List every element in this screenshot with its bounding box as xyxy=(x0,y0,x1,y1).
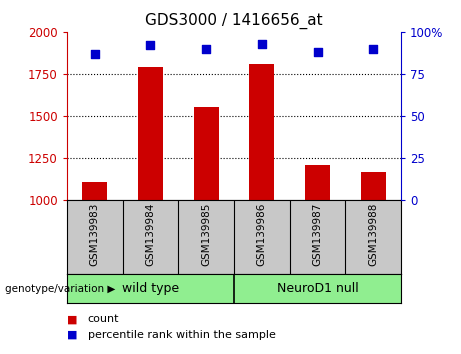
Text: GSM139984: GSM139984 xyxy=(145,203,155,266)
Text: NeuroD1 null: NeuroD1 null xyxy=(277,282,358,295)
Text: GSM139983: GSM139983 xyxy=(90,203,100,266)
Point xyxy=(314,49,321,55)
Text: wild type: wild type xyxy=(122,282,179,295)
Text: ■: ■ xyxy=(67,330,77,340)
Text: genotype/variation ▶: genotype/variation ▶ xyxy=(5,284,115,293)
Bar xyxy=(138,67,163,200)
Title: GDS3000 / 1416656_at: GDS3000 / 1416656_at xyxy=(145,13,323,29)
Text: ■: ■ xyxy=(67,314,77,325)
Point xyxy=(91,51,98,57)
Text: GSM139985: GSM139985 xyxy=(201,203,211,266)
Text: percentile rank within the sample: percentile rank within the sample xyxy=(88,330,276,340)
Bar xyxy=(361,172,386,200)
Point xyxy=(147,42,154,48)
Bar xyxy=(194,107,219,200)
Point xyxy=(370,46,377,51)
Point xyxy=(258,41,266,46)
Bar xyxy=(249,64,274,200)
Point xyxy=(202,46,210,51)
Text: count: count xyxy=(88,314,119,325)
Text: GSM139988: GSM139988 xyxy=(368,203,378,266)
Text: GSM139987: GSM139987 xyxy=(313,203,323,266)
Text: GSM139986: GSM139986 xyxy=(257,203,267,266)
Bar xyxy=(305,165,330,200)
Bar xyxy=(82,182,107,200)
